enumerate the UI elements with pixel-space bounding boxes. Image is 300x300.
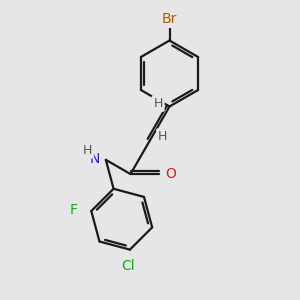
Text: Cl: Cl <box>122 259 135 273</box>
Text: N: N <box>90 152 101 166</box>
Text: F: F <box>70 202 78 217</box>
Text: Br: Br <box>162 12 177 26</box>
Text: H: H <box>82 144 92 157</box>
Text: H: H <box>153 97 163 110</box>
Text: H: H <box>158 130 167 143</box>
Text: O: O <box>165 167 176 181</box>
